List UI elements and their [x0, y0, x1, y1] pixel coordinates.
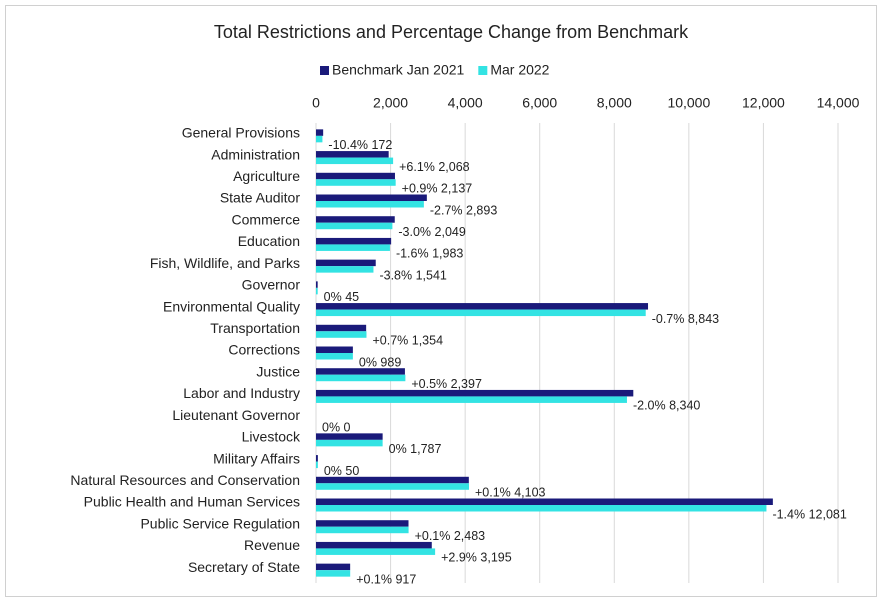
bar: [316, 526, 409, 534]
bar: [316, 194, 427, 201]
bar: [316, 309, 646, 317]
x-tick-label: 10,000: [667, 95, 710, 111]
data-label: -0.7% 8,843: [652, 312, 719, 326]
y-tick-label: Corrections: [228, 342, 300, 358]
data-label: +2.9% 3,195: [441, 551, 512, 565]
data-label: +0.1% 917: [356, 572, 416, 586]
bar: [316, 324, 367, 332]
data-label: -3.8% 1,541: [379, 268, 446, 282]
bar: [316, 135, 323, 143]
x-tick-label: 6,000: [522, 95, 557, 111]
y-tick-label: Agriculture: [233, 168, 300, 184]
bar: [316, 287, 318, 295]
bar: [316, 461, 318, 469]
bar: [316, 396, 627, 403]
data-label: +6.1% 2,068: [399, 160, 470, 174]
bar: [316, 172, 395, 180]
bar: [316, 222, 393, 230]
bar: [316, 259, 376, 267]
x-tick-label: 8,000: [597, 95, 632, 111]
bar: [316, 201, 424, 208]
data-label: +0.1% 2,483: [415, 529, 486, 543]
bar: [316, 455, 318, 462]
bar: [316, 237, 392, 245]
y-tick-label: State Auditor: [220, 190, 301, 206]
bar: [316, 389, 634, 397]
bar: [316, 244, 390, 251]
bar: [316, 179, 396, 186]
bar: [316, 303, 649, 310]
bar: [316, 520, 409, 527]
chart-title: Total Restrictions and Percentage Change…: [214, 22, 689, 42]
bar: [316, 548, 436, 555]
bar: [316, 331, 367, 338]
bar: [316, 498, 773, 505]
data-label: -1.4% 12,081: [772, 507, 846, 521]
bar: [316, 570, 351, 577]
x-tick-label: 0: [312, 95, 320, 111]
bar: [316, 433, 383, 440]
bar: [316, 129, 324, 136]
y-tick-label: Justice: [256, 363, 300, 379]
data-label: -2.7% 2,893: [430, 203, 497, 217]
data-label: -3.0% 2,049: [398, 225, 465, 239]
y-tick-label: Environmental Quality: [163, 298, 300, 314]
legend-label: Benchmark Jan 2021: [332, 62, 465, 78]
y-tick-label: Commerce: [232, 211, 301, 227]
y-tick-label: Labor and Industry: [183, 385, 300, 401]
bar: [316, 368, 405, 375]
x-tick-label: 2,000: [373, 95, 408, 111]
data-label: +0.7% 1,354: [372, 334, 443, 348]
data-label: 0% 45: [324, 290, 359, 304]
chart-frame: [5, 5, 877, 597]
y-tick-label: Secretary of State: [188, 559, 300, 575]
legend-swatch: [320, 66, 329, 75]
legend-swatch: [478, 66, 488, 75]
y-tick-label: Natural Resources and Conservation: [70, 472, 300, 488]
y-tick-label: Transportation: [210, 320, 300, 336]
y-tick-label: Lieutenant Governor: [172, 407, 300, 423]
bar: [316, 346, 353, 353]
data-label: -2.0% 8,340: [633, 399, 700, 413]
data-label: 0% 1,787: [389, 442, 442, 456]
y-tick-label: Livestock: [242, 429, 301, 445]
y-tick-label: General Provisions: [182, 125, 300, 141]
bar: [316, 563, 351, 571]
y-tick-label: Governor: [242, 277, 301, 293]
y-tick-label: Military Affairs: [213, 450, 300, 466]
data-label: +0.1% 4,103: [475, 486, 546, 500]
data-label: +0.9% 2,137: [402, 182, 473, 196]
data-label: -10.4% 172: [328, 138, 392, 152]
bar: [316, 281, 318, 288]
bar: [316, 353, 353, 360]
bar: [316, 151, 389, 158]
bar: [316, 374, 406, 382]
data-label: -1.6% 1,983: [396, 247, 463, 261]
y-tick-label: Administration: [211, 146, 300, 162]
x-tick-label: 14,000: [817, 95, 860, 111]
y-tick-label: Public Service Regulation: [140, 515, 300, 531]
y-tick-label: Fish, Wildlife, and Parks: [150, 255, 300, 271]
data-label: +0.5% 2,397: [411, 377, 482, 391]
bar: [316, 505, 767, 512]
bar: [316, 541, 432, 549]
x-tick-label: 12,000: [742, 95, 785, 111]
bar: [316, 216, 395, 223]
legend-label: Mar 2022: [490, 62, 549, 78]
bar: [316, 483, 469, 490]
bar: [316, 439, 383, 447]
x-tick-label: 4,000: [448, 95, 483, 111]
bar: [316, 266, 374, 273]
y-tick-label: Education: [238, 233, 300, 249]
y-tick-label: Public Health and Human Services: [84, 494, 300, 510]
bar: [316, 157, 394, 165]
data-label: 0% 0: [322, 420, 351, 434]
y-tick-label: Revenue: [244, 537, 300, 553]
data-label: 0% 50: [324, 464, 359, 478]
data-label: 0% 989: [359, 355, 401, 369]
bar: [316, 476, 469, 484]
